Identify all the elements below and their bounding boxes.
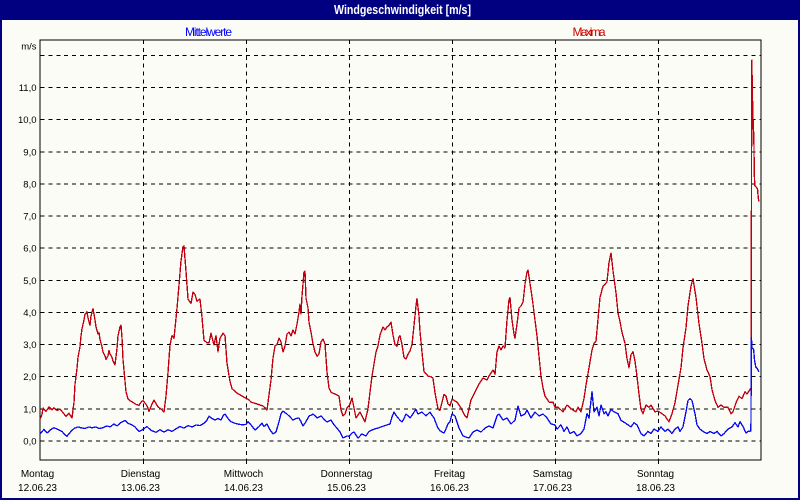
svg-text:Maxima: Maxima — [573, 25, 606, 39]
svg-text:18.06.23: 18.06.23 — [636, 483, 675, 494]
svg-text:13.06.23: 13.06.23 — [121, 483, 160, 494]
svg-text:8,0: 8,0 — [23, 179, 36, 190]
svg-text:Donnerstag: Donnerstag — [321, 469, 373, 480]
svg-text:Sonntag: Sonntag — [637, 469, 674, 480]
svg-text:Windgeschwindigkeit [m/s]: Windgeschwindigkeit [m/s] — [334, 2, 471, 17]
svg-text:Mittelwerte: Mittelwerte — [185, 25, 232, 39]
svg-text:4,0: 4,0 — [23, 308, 36, 319]
svg-text:12.06.23: 12.06.23 — [18, 483, 57, 494]
svg-text:0,0: 0,0 — [23, 437, 36, 448]
svg-text:Dienstag: Dienstag — [121, 469, 160, 480]
svg-text:m/s: m/s — [21, 42, 37, 53]
svg-text:3,0: 3,0 — [23, 340, 36, 351]
svg-text:11,0: 11,0 — [19, 83, 37, 94]
svg-text:Freitag: Freitag — [434, 469, 465, 480]
svg-text:Samstag: Samstag — [533, 469, 572, 480]
svg-text:17.06.23: 17.06.23 — [533, 483, 572, 494]
svg-text:6,0: 6,0 — [23, 244, 36, 255]
svg-text:Montag: Montag — [21, 469, 54, 480]
svg-text:9,0: 9,0 — [23, 147, 36, 158]
svg-text:Mittwoch: Mittwoch — [224, 469, 263, 480]
svg-text:10,0: 10,0 — [18, 115, 37, 126]
svg-text:16.06.23: 16.06.23 — [430, 483, 469, 494]
svg-text:2,0: 2,0 — [23, 372, 36, 383]
svg-text:1,0: 1,0 — [23, 404, 36, 415]
svg-text:7,0: 7,0 — [23, 212, 36, 223]
svg-text:15.06.23: 15.06.23 — [327, 483, 366, 494]
svg-text:14.06.23: 14.06.23 — [224, 483, 263, 494]
svg-text:5,0: 5,0 — [23, 276, 36, 287]
